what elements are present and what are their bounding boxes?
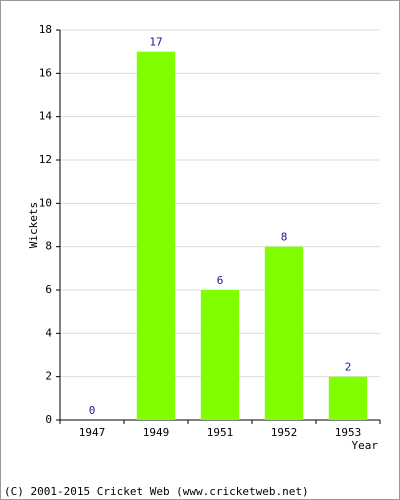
x-tick-label: 1947 — [79, 426, 106, 439]
x-axis-label: Year — [352, 439, 379, 452]
y-tick-label: 4 — [45, 326, 52, 339]
value-label: 6 — [217, 274, 224, 287]
bar — [264, 246, 304, 420]
value-label: 17 — [149, 36, 162, 49]
y-tick-label: 10 — [39, 196, 52, 209]
x-tick-label: 1951 — [207, 426, 234, 439]
y-tick-label: 12 — [39, 153, 52, 166]
y-axis-label: Wickets — [27, 202, 40, 248]
x-tick-label: 1953 — [335, 426, 362, 439]
y-tick-label: 16 — [39, 66, 52, 79]
y-tick-label: 0 — [45, 413, 52, 426]
x-tick-label: 1949 — [143, 426, 170, 439]
y-tick-label: 18 — [39, 23, 52, 36]
y-tick-label: 8 — [45, 240, 52, 253]
value-label: 2 — [345, 361, 352, 374]
bar — [200, 290, 240, 420]
footer: (C) 2001-2015 Cricket Web (www.cricketwe… — [4, 485, 309, 498]
y-tick-label: 14 — [39, 110, 53, 123]
bar — [136, 51, 176, 421]
bar — [328, 376, 368, 420]
y-tick-label: 6 — [45, 283, 52, 296]
value-label: 8 — [281, 231, 288, 244]
value-label: 0 — [89, 404, 96, 417]
y-tick-label: 2 — [45, 370, 52, 383]
x-tick-label: 1952 — [271, 426, 298, 439]
